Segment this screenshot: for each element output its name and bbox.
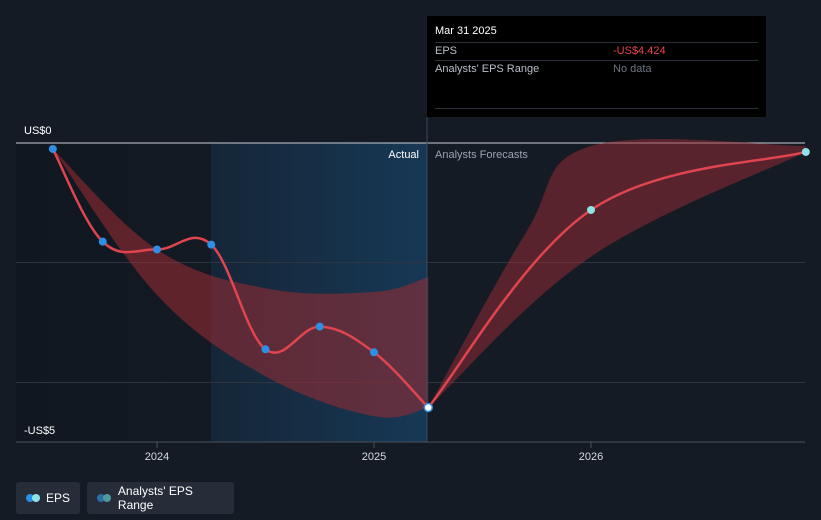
eps-point-actual[interactable]: [153, 245, 161, 254]
tooltip-range-value: No data: [613, 63, 652, 75]
region-label-forecast: Analysts Forecasts: [435, 149, 528, 161]
legend-eps-label: EPS: [45, 491, 70, 505]
x-tick-label: 2025: [362, 451, 386, 463]
legend-range-button[interactable]: Analysts' EPS Range: [87, 482, 234, 514]
tooltip-range-label: Analysts' EPS Range: [435, 63, 540, 75]
tooltip-eps-label: EPS: [435, 45, 458, 57]
eps-point-actual[interactable]: [261, 345, 270, 354]
eps-range-band-past: [52, 148, 429, 418]
y-label-bottom: -US$5: [24, 425, 55, 437]
tooltip-divider: [435, 108, 758, 109]
tooltip: Mar 31 2025 EPS -US$4.424 Analysts' EPS …: [427, 16, 766, 117]
eps-point-actual[interactable]: [207, 240, 216, 249]
eps-point-actual[interactable]: [98, 237, 107, 246]
eps-point-actual[interactable]: [48, 144, 57, 153]
tooltip-eps-value: -US$4.424: [613, 45, 666, 57]
eps-point-forecast[interactable]: [587, 205, 595, 214]
tooltip-range-row: Analysts' EPS Range No data: [435, 60, 758, 78]
eps-point-forecast[interactable]: [801, 147, 810, 156]
legend-eps-button[interactable]: EPS: [16, 482, 80, 514]
range-legend-icon: [97, 494, 112, 502]
x-axis: 2024 2025 2026: [145, 442, 603, 463]
eps-point-actual[interactable]: [370, 348, 378, 357]
eps-chart: US$0 -US$5 Actual Analysts Forecasts 202…: [16, 117, 810, 463]
legend-range-label: Analysts' EPS Range: [117, 484, 193, 512]
eps-points: [48, 144, 810, 413]
eps-legend-icon: [26, 494, 40, 502]
x-tick-label: 2024: [145, 451, 169, 463]
x-tick-label: 2026: [579, 451, 603, 463]
y-label-top: US$0: [24, 125, 52, 137]
eps-point-selected[interactable]: [423, 402, 433, 413]
tooltip-eps-row: EPS -US$4.424: [435, 42, 758, 60]
region-label-actual: Actual: [388, 149, 419, 161]
eps-point-actual[interactable]: [315, 322, 324, 331]
tooltip-date: Mar 31 2025: [435, 25, 497, 37]
eps-range-band-forecast: [428, 139, 806, 408]
